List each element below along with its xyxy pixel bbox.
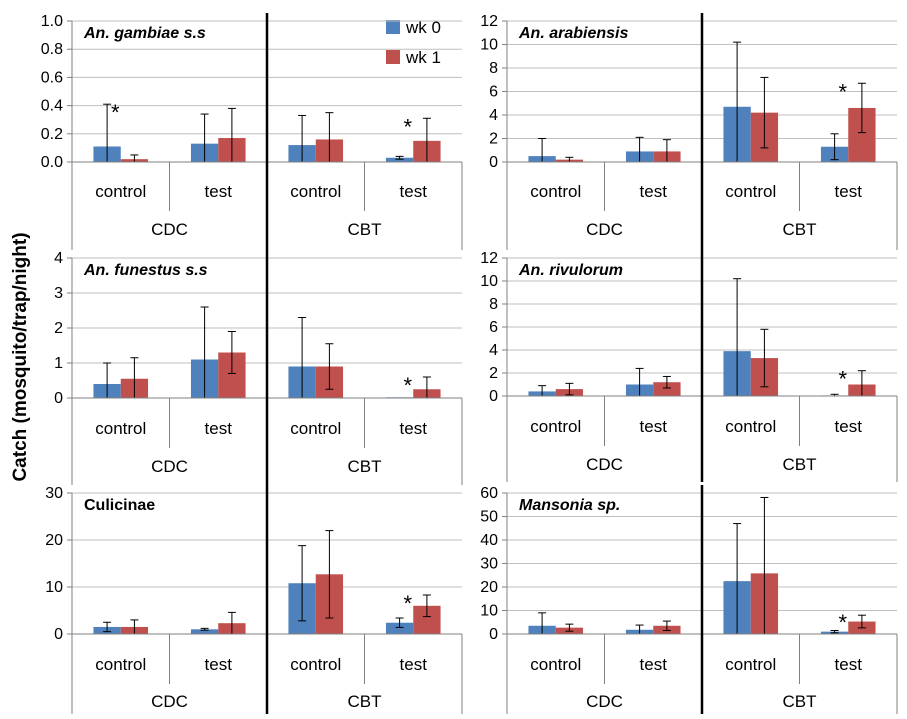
legend-label-wk0: wk 0 — [405, 18, 441, 37]
panel5-category-label: control — [530, 655, 581, 674]
panel5-significance-star: * — [839, 610, 848, 635]
panel4-category-label: control — [290, 655, 341, 674]
panel3-category-label: test — [640, 417, 668, 436]
panel4-ytick-label: 20 — [45, 532, 63, 549]
panel4-bar-s0-c3 — [385, 622, 414, 634]
panel4-category-label: test — [400, 655, 428, 674]
panel1-category-label: control — [725, 182, 776, 201]
panel3-title: An. rivulorum — [518, 262, 623, 279]
panel0-significance-star: * — [404, 114, 413, 139]
panel0-group-label: CDC — [151, 220, 188, 239]
panel2-category-label: test — [400, 419, 428, 438]
panel4-category-label: control — [95, 655, 146, 674]
panel5-ytick-label: 20 — [480, 579, 498, 596]
panel5-category-label: test — [835, 655, 863, 674]
panel0-ytick-label: 0.2 — [41, 126, 63, 143]
legend-swatch-wk1 — [386, 50, 400, 64]
panel0-category-label: test — [205, 182, 233, 201]
panel1-group-label: CBT — [783, 220, 817, 239]
y-axis-label: Catch (mosquito/trap/night) — [10, 232, 31, 481]
panel4-group-label: CBT — [348, 692, 382, 711]
panel5-ytick-label: 60 — [480, 485, 498, 502]
panel0-significance-star: * — [111, 100, 120, 125]
panel0-group-label: CBT — [348, 220, 382, 239]
panel1-category-label: test — [640, 182, 668, 201]
panel0-title: An. gambiae s.s — [83, 25, 206, 42]
panel0-bar-s0-c3 — [385, 157, 414, 162]
panel5-ytick-label: 50 — [480, 509, 498, 526]
panel1-group-label: CDC — [586, 220, 623, 239]
panel5-category-label: control — [725, 655, 776, 674]
panel4-ytick-label: 10 — [45, 579, 63, 596]
panel1-ytick-label: 10 — [480, 37, 498, 54]
panel1-category-label: test — [835, 182, 863, 201]
panel5-ytick-label: 0 — [489, 626, 498, 643]
panel2-ytick-label: 1 — [54, 355, 63, 372]
legend: wk 0 wk 1 — [386, 18, 441, 67]
panel2-category-label: control — [95, 419, 146, 438]
panel1-ytick-label: 6 — [489, 84, 498, 101]
panel0-category-label: test — [400, 182, 428, 201]
panel3-category-label: control — [725, 417, 776, 436]
panel4-significance-star: * — [404, 591, 413, 616]
panel4-ytick-label: 0 — [54, 626, 63, 643]
panel2-ytick-label: 4 — [54, 250, 63, 267]
panel3-significance-star: * — [839, 367, 848, 392]
panel0-ytick-label: 0.6 — [41, 69, 63, 86]
panel0-category-label: control — [290, 182, 341, 201]
panel3-category-label: test — [835, 417, 863, 436]
panel0-ytick-label: 0.8 — [41, 41, 63, 58]
panel4-bar-s0-c1 — [190, 629, 219, 634]
panel2-group-label: CBT — [348, 457, 382, 476]
panel4-group-label: CDC — [151, 692, 188, 711]
panel5-ytick-label: 30 — [480, 556, 498, 573]
panel2-ytick-label: 2 — [54, 320, 63, 337]
panel2-title: An. funestus s.s — [83, 262, 208, 279]
panel1-ytick-label: 2 — [489, 131, 498, 148]
panel3-bar-s1-c1 — [653, 382, 681, 396]
panel5-title: Mansonia sp. — [519, 497, 620, 514]
panel1-title: An. arabiensis — [518, 25, 628, 42]
panel2-group-label: CDC — [151, 457, 188, 476]
panel0-ytick-label: 1.0 — [41, 13, 63, 30]
panel4-title: Culicinae — [84, 497, 155, 514]
panel2-category-label: control — [290, 419, 341, 438]
panel0-ytick-label: 0.0 — [41, 154, 63, 171]
panel3-category-label: control — [530, 417, 581, 436]
panel5-group-label: CDC — [586, 692, 623, 711]
panel0-ytick-label: 0.4 — [41, 98, 63, 115]
panel3-group-label: CDC — [586, 455, 623, 474]
panel2-category-label: test — [205, 419, 233, 438]
panel1-significance-star: * — [839, 79, 848, 104]
panel5-ytick-label: 40 — [480, 532, 498, 549]
panel5-group-label: CBT — [783, 692, 817, 711]
panel2-ytick-label: 0 — [54, 390, 63, 407]
panel2-ytick-label: 3 — [54, 285, 63, 302]
panel4-category-label: test — [205, 655, 233, 674]
panel1-ytick-label: 8 — [489, 60, 498, 77]
panel4-ytick-label: 30 — [45, 485, 63, 502]
legend-swatch-wk0 — [386, 20, 400, 34]
panel5-category-label: test — [640, 655, 668, 674]
panel1-ytick-label: 12 — [480, 13, 498, 30]
panel5-ytick-label: 10 — [480, 603, 498, 620]
panel3-ytick-label: 12 — [480, 250, 498, 267]
panel2-significance-star: * — [404, 373, 413, 398]
panel0-category-label: control — [95, 182, 146, 201]
panel3-ytick-label: 6 — [489, 319, 498, 336]
panel3-group-label: CBT — [783, 455, 817, 474]
panel3-ytick-label: 4 — [489, 342, 498, 359]
panel3-ytick-label: 0 — [489, 388, 498, 405]
panel1-ytick-label: 4 — [489, 107, 498, 124]
panel3-ytick-label: 8 — [489, 296, 498, 313]
legend-label-wk1: wk 1 — [405, 48, 441, 67]
panel1-ytick-label: 0 — [489, 154, 498, 171]
panel3-ytick-label: 2 — [489, 365, 498, 382]
panel3-ytick-label: 10 — [480, 273, 498, 290]
panel1-category-label: control — [530, 182, 581, 201]
